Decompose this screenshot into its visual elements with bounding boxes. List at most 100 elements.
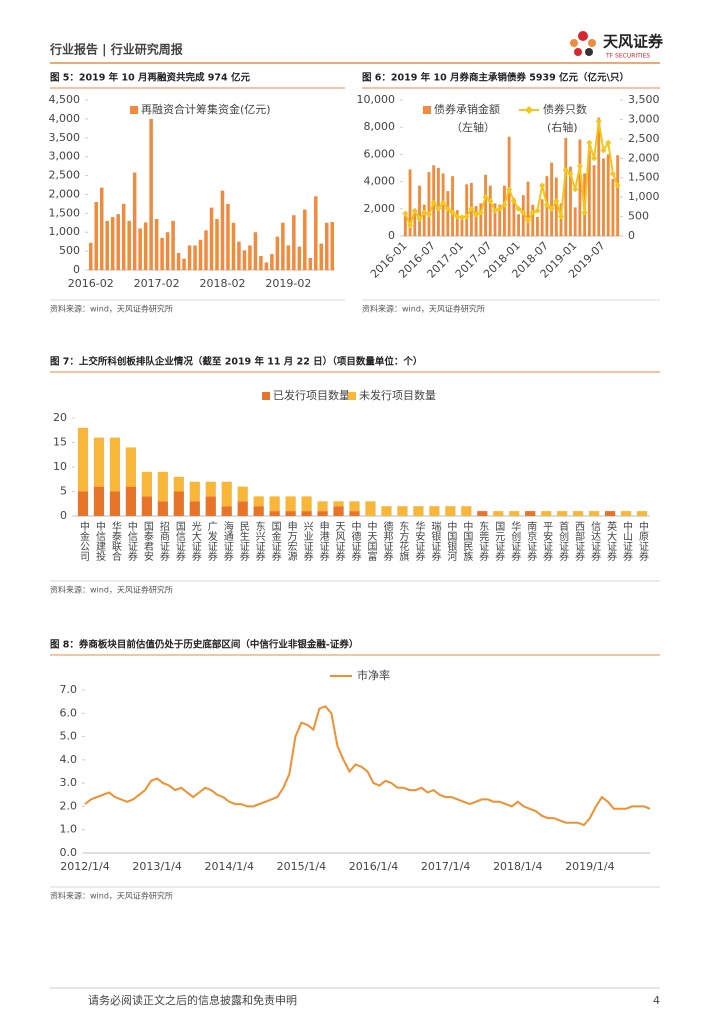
bar [602,158,605,236]
x-tick-label: 中国银河 [445,520,457,561]
x-tick-label: 2016/1/4 [349,860,398,873]
bar [275,236,280,270]
figure-source: 资料来源：wind，天风证券研究所 [50,304,173,314]
bar-segment [461,506,472,516]
y-tick-label: 500 [628,210,649,223]
marker [567,170,574,177]
y-tick-label: 500 [59,244,80,257]
bar [451,176,454,236]
marker [614,182,621,189]
marker [543,201,550,208]
y-tick-label: 0 [73,263,80,276]
legend-note: （左轴） [451,120,495,134]
marker [558,213,565,220]
figure-title: 图 5：2019 年 10 月再融资共完成 974 亿元 [50,72,250,84]
figure-title: 图 6：2019 年 10 月券商主承销债券 5939 亿元（亿元\只） [362,72,629,84]
legend-swatch [130,106,138,114]
bar-segment [301,511,312,516]
marker [440,199,447,206]
marker [454,213,461,220]
x-tick-label: 兴业证券 [301,521,313,562]
bar [455,210,459,236]
marker [411,207,418,214]
marker [491,207,498,214]
marker [468,205,475,212]
x-tick-label: 申万宏源 [285,520,297,562]
bar [110,217,115,270]
bar [209,207,214,270]
y-tick-label: 0 [60,509,67,522]
bar [606,154,610,236]
bar [474,206,478,236]
bar-segment [109,437,121,492]
bar [559,203,563,236]
marker [595,118,602,125]
bar [573,207,577,236]
bar [154,219,159,270]
legend-label: 市净率 [357,668,390,682]
bar-segment [253,496,264,507]
bar [303,209,307,270]
bar [215,219,219,270]
bar [292,215,296,270]
bar-segment [493,511,504,516]
x-tick-label: 信达证券 [589,521,601,562]
x-tick-label: 2012/1/4 [60,860,109,873]
x-tick-label: 西部证券 [573,521,585,562]
bar [550,162,554,236]
x-tick-label: 2019-02 [265,277,311,290]
marker [534,207,541,214]
x-tick-label: 国信证券 [173,521,185,562]
marker [525,217,532,224]
bar [220,190,225,270]
logo-name: 天风证券 [603,33,664,51]
y-tick-label: 10 [53,460,67,473]
marker [416,215,423,222]
marker [402,210,409,217]
bar [176,253,181,270]
bar [465,184,469,236]
figure-title: 图 8：券商板块目前估值仍处于历史底部区间（中信行业非银金融-证券） [50,639,358,651]
y-tick-label: 1,500 [49,206,81,219]
y-tick-label: 1,500 [628,171,660,184]
bar-segment [253,506,264,516]
bar [517,214,520,236]
bar-segment [381,506,392,516]
x-tick-label: 华泰联合 [109,520,121,562]
footer-disclaimer: 请务必阅读正文之后的信息披露和免责申明 [88,993,297,1007]
marker [591,155,598,162]
bar [413,210,417,236]
bar-segment [285,496,296,512]
y-tick-label: 2,000 [628,151,660,164]
y-tick-label: 3,500 [628,93,660,106]
bar [422,204,426,236]
x-tick-label: 2019/1/4 [565,860,614,873]
marker [529,209,536,216]
x-tick-label: 首创证券 [557,520,569,562]
bar [94,202,98,270]
bar [578,139,582,236]
bar [616,155,620,236]
bar-segment [557,511,568,516]
bar-segment [141,471,152,497]
bar-segment [509,511,520,516]
marker [425,211,432,218]
y-tick-label: 7.0 [60,683,78,696]
x-tick-label: 申港证券 [317,520,329,562]
marker [458,214,465,221]
marker [586,139,593,146]
y-tick-label: 8,000 [364,120,396,133]
x-tick-label: 平安证券 [541,521,553,562]
x-tick-label: 南京证券 [525,520,537,562]
y-tick-label: 10,000 [357,93,396,106]
bar [281,222,285,270]
bar [436,168,440,236]
x-tick-label: 2017-02 [134,277,180,290]
figure-source: 资料来源：wind，天风证券研究所 [50,891,173,901]
marker [576,163,583,170]
logo-icon [570,31,596,56]
bar [569,166,572,236]
y-tick-label: 3,000 [49,150,81,163]
bar [446,191,450,236]
marker [444,205,451,212]
